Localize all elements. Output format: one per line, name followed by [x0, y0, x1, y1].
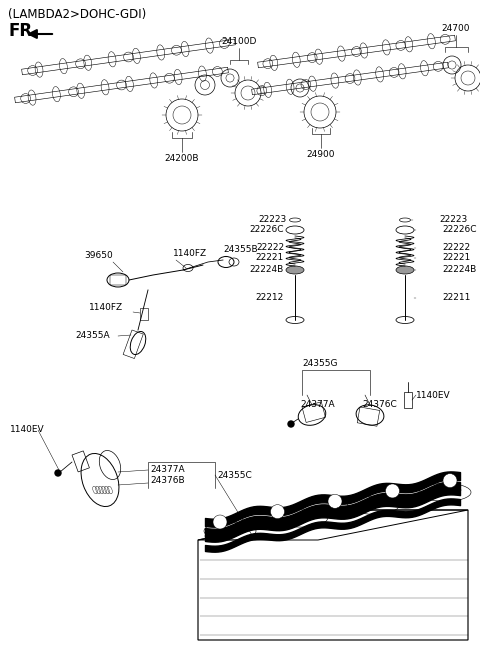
Text: 22222: 22222 — [256, 243, 284, 253]
Text: 22221: 22221 — [442, 253, 470, 263]
Ellipse shape — [286, 266, 304, 274]
Text: 1140FZ: 1140FZ — [173, 249, 207, 258]
Circle shape — [385, 484, 399, 498]
Bar — [302, 402, 325, 423]
Text: 1140EV: 1140EV — [10, 425, 45, 435]
Text: 24900: 24900 — [307, 150, 335, 159]
Text: 22222: 22222 — [442, 243, 470, 253]
Bar — [404, 392, 412, 408]
Bar — [357, 407, 380, 426]
Text: 24700: 24700 — [442, 24, 470, 33]
Text: 24100D: 24100D — [221, 37, 257, 46]
Text: 22226C: 22226C — [442, 226, 477, 235]
Text: 22223: 22223 — [259, 216, 287, 224]
Bar — [72, 451, 89, 472]
Circle shape — [271, 505, 285, 519]
Text: 24376C: 24376C — [362, 400, 397, 409]
Text: 24355G: 24355G — [302, 359, 337, 368]
Text: 22212: 22212 — [256, 294, 284, 302]
Text: 1140EV: 1140EV — [416, 390, 451, 399]
Text: 22221: 22221 — [256, 253, 284, 263]
Text: 24200B: 24200B — [165, 154, 199, 163]
Circle shape — [213, 515, 227, 529]
Text: (LAMBDA2>DOHC-GDI): (LAMBDA2>DOHC-GDI) — [8, 8, 146, 21]
Bar — [110, 275, 126, 285]
Text: 24377A: 24377A — [300, 400, 335, 409]
Text: 24355A: 24355A — [75, 331, 110, 341]
Text: FR.: FR. — [8, 22, 39, 40]
Circle shape — [55, 470, 61, 476]
Circle shape — [288, 421, 294, 427]
Text: 22226C: 22226C — [250, 226, 284, 235]
Text: 22224B: 22224B — [250, 265, 284, 274]
Bar — [140, 308, 148, 320]
Text: 24355B: 24355B — [223, 245, 258, 254]
Ellipse shape — [396, 266, 414, 274]
Text: 1140FZ: 1140FZ — [89, 304, 123, 312]
Text: 24355C: 24355C — [217, 470, 252, 480]
Text: 22224B: 22224B — [442, 265, 476, 274]
Text: 22223: 22223 — [439, 216, 467, 224]
Text: 22211: 22211 — [442, 294, 470, 302]
Text: 24376B: 24376B — [150, 476, 185, 485]
Text: 24377A: 24377A — [150, 465, 185, 474]
Circle shape — [328, 495, 342, 508]
Text: 39650: 39650 — [84, 251, 113, 260]
Circle shape — [443, 474, 457, 488]
Bar — [123, 330, 143, 359]
